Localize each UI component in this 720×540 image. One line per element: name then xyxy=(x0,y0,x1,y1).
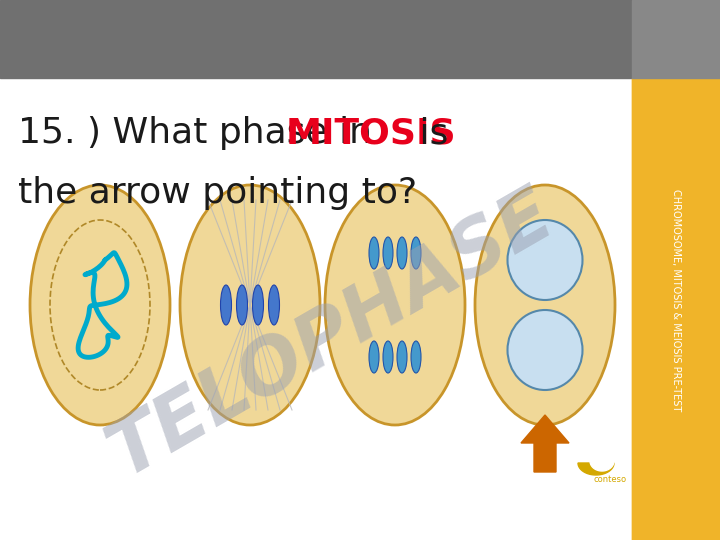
Bar xyxy=(0,0,720,78)
Ellipse shape xyxy=(30,185,170,425)
Ellipse shape xyxy=(397,237,407,269)
Ellipse shape xyxy=(220,285,232,325)
Text: TELOPHASE: TELOPHASE xyxy=(96,178,567,492)
Ellipse shape xyxy=(411,237,421,269)
Ellipse shape xyxy=(236,285,248,325)
Ellipse shape xyxy=(508,220,582,300)
Polygon shape xyxy=(578,463,614,475)
Text: conteso: conteso xyxy=(593,476,626,484)
Ellipse shape xyxy=(383,341,393,373)
Polygon shape xyxy=(590,461,614,471)
Text: 15. ) What phase in: 15. ) What phase in xyxy=(18,116,384,150)
Ellipse shape xyxy=(475,185,615,425)
Ellipse shape xyxy=(180,185,320,425)
Ellipse shape xyxy=(325,185,465,425)
Text: MITOSIS: MITOSIS xyxy=(286,116,456,150)
Bar xyxy=(632,0,720,78)
Ellipse shape xyxy=(369,237,379,269)
Ellipse shape xyxy=(253,285,264,325)
Bar xyxy=(632,0,720,540)
FancyArrow shape xyxy=(521,415,569,472)
Ellipse shape xyxy=(411,341,421,373)
Ellipse shape xyxy=(269,285,279,325)
Bar xyxy=(632,78,720,540)
Ellipse shape xyxy=(397,341,407,373)
Text: is: is xyxy=(408,116,449,150)
Text: the arrow pointing to?: the arrow pointing to? xyxy=(18,176,417,210)
Text: CHROMOSOME, MITOSIS & MEIOSIS PRE-TEST: CHROMOSOME, MITOSIS & MEIOSIS PRE-TEST xyxy=(671,189,681,411)
Ellipse shape xyxy=(369,341,379,373)
Ellipse shape xyxy=(383,237,393,269)
Ellipse shape xyxy=(508,310,582,390)
